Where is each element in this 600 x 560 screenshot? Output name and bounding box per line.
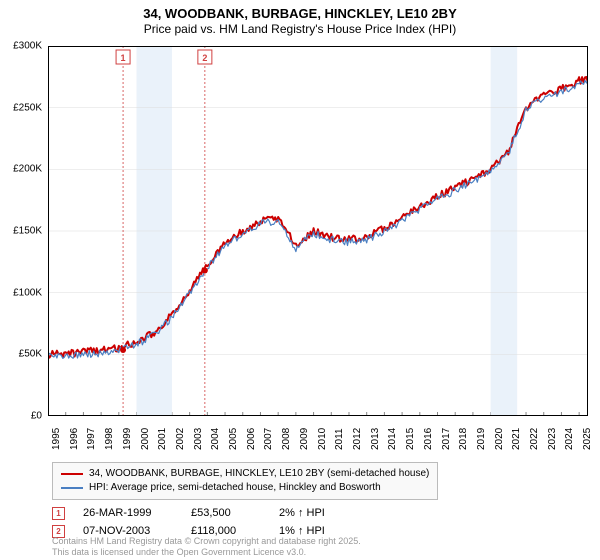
- x-tick-label: 2009: [299, 428, 310, 450]
- x-tick-label: 1997: [86, 428, 97, 450]
- legend-swatch: [61, 487, 83, 488]
- x-axis-labels: 1995 1996 1997 1998 1999 2000 2001 2002 2003 2004…: [48, 418, 588, 460]
- y-tick-label: £100K: [13, 287, 42, 298]
- y-tick-label: £300K: [13, 41, 42, 52]
- sale-delta: 1% ↑ HPI: [279, 525, 349, 537]
- x-tick-label: 2012: [352, 428, 363, 450]
- y-tick-label: £0: [31, 411, 42, 422]
- y-axis-labels: £0£50K£100K£150K£200K£250K£300K: [0, 46, 48, 416]
- x-tick-label: 2013: [370, 428, 381, 450]
- x-tick-label: 2022: [529, 428, 540, 450]
- x-tick-label: 2023: [547, 428, 558, 450]
- x-tick-label: 1995: [51, 428, 62, 450]
- x-tick-label: 2007: [263, 428, 274, 450]
- x-tick-label: 2003: [193, 428, 204, 450]
- x-tick-label: 1998: [104, 428, 115, 450]
- chart-container: 34, WOODBANK, BURBAGE, HINCKLEY, LE10 2B…: [0, 0, 600, 560]
- x-tick-label: 2025: [582, 428, 593, 450]
- y-tick-label: £50K: [19, 349, 42, 360]
- x-tick-label: 1996: [69, 428, 80, 450]
- legend-label: HPI: Average price, semi-detached house,…: [89, 481, 381, 495]
- chart-svg: 12: [48, 46, 588, 416]
- sale-price: £53,500: [191, 507, 261, 519]
- x-tick-label: 2000: [140, 428, 151, 450]
- sales-table: 126-MAR-1999£53,5002% ↑ HPI207-NOV-2003£…: [52, 504, 349, 540]
- legend: 34, WOODBANK, BURBAGE, HINCKLEY, LE10 2B…: [52, 462, 438, 500]
- x-tick-label: 2005: [228, 428, 239, 450]
- title-area: 34, WOODBANK, BURBAGE, HINCKLEY, LE10 2B…: [0, 0, 600, 37]
- footer-line1: Contains HM Land Registry data © Crown c…: [52, 536, 361, 547]
- x-tick-label: 2018: [458, 428, 469, 450]
- x-tick-label: 2016: [423, 428, 434, 450]
- x-tick-label: 2024: [564, 428, 575, 450]
- title-main: 34, WOODBANK, BURBAGE, HINCKLEY, LE10 2B…: [0, 6, 600, 22]
- x-tick-label: 2011: [334, 428, 345, 450]
- svg-text:1: 1: [121, 53, 126, 63]
- footer: Contains HM Land Registry data © Crown c…: [52, 536, 361, 558]
- x-tick-label: 2019: [476, 428, 487, 450]
- legend-label: 34, WOODBANK, BURBAGE, HINCKLEY, LE10 2B…: [89, 467, 429, 481]
- x-tick-label: 2021: [511, 428, 522, 450]
- x-tick-label: 2014: [387, 428, 398, 450]
- sale-delta: 2% ↑ HPI: [279, 507, 349, 519]
- sale-marker-box: 1: [52, 507, 65, 520]
- x-tick-label: 2004: [210, 428, 221, 450]
- chart-plot-area: 12: [48, 46, 588, 416]
- x-tick-label: 2008: [281, 428, 292, 450]
- y-tick-label: £150K: [13, 226, 42, 237]
- title-sub: Price paid vs. HM Land Registry's House …: [0, 22, 600, 37]
- x-tick-label: 1999: [122, 428, 133, 450]
- svg-text:2: 2: [202, 53, 207, 63]
- x-tick-label: 2017: [441, 428, 452, 450]
- sale-date: 26-MAR-1999: [83, 507, 173, 519]
- sale-price: £118,000: [191, 525, 261, 537]
- footer-line2: This data is licensed under the Open Gov…: [52, 547, 361, 558]
- x-tick-label: 2010: [317, 428, 328, 450]
- x-tick-label: 2015: [405, 428, 416, 450]
- sale-date: 07-NOV-2003: [83, 525, 173, 537]
- sale-row: 1 26-MAR-1999 £53,500 2% ↑ HPI: [52, 504, 349, 522]
- x-tick-label: 2006: [246, 428, 257, 450]
- legend-swatch: [61, 473, 83, 475]
- y-tick-label: £250K: [13, 102, 42, 113]
- legend-row: HPI: Average price, semi-detached house,…: [61, 481, 429, 495]
- x-tick-label: 2002: [175, 428, 186, 450]
- x-tick-label: 2020: [494, 428, 505, 450]
- legend-row: 34, WOODBANK, BURBAGE, HINCKLEY, LE10 2B…: [61, 467, 429, 481]
- y-tick-label: £200K: [13, 164, 42, 175]
- x-tick-label: 2001: [157, 428, 168, 450]
